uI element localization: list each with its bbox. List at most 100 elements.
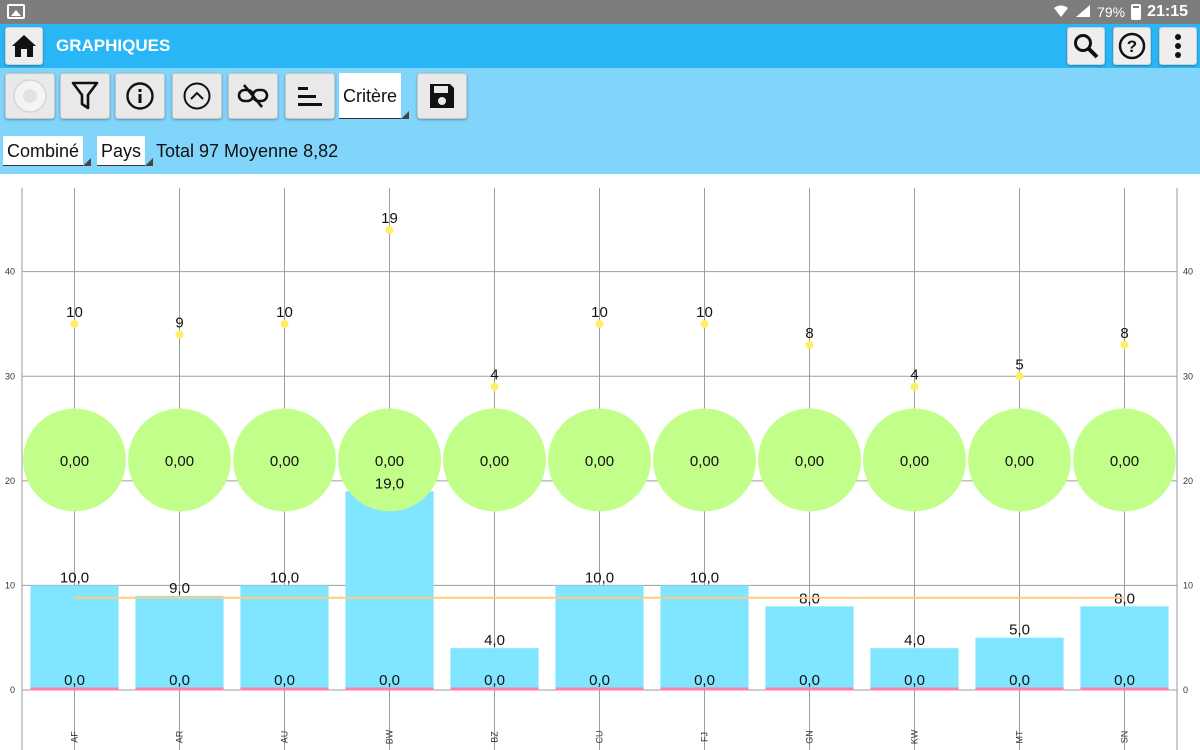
criteria-dropdown[interactable]: Critère bbox=[339, 73, 410, 119]
zero-value-label: 0,0 bbox=[274, 672, 295, 689]
bar bbox=[765, 606, 854, 690]
zero-value-label: 0,0 bbox=[904, 672, 925, 689]
chevron-up-icon bbox=[183, 82, 211, 110]
country-dropdown[interactable]: Pays bbox=[97, 136, 154, 166]
overflow-menu-button[interactable] bbox=[1159, 27, 1197, 65]
data-point-label: 10 bbox=[591, 304, 608, 321]
more-vertical-icon bbox=[1175, 34, 1181, 58]
y-tick-label-right: 40 bbox=[1183, 267, 1193, 277]
data-point-label: 4 bbox=[910, 367, 918, 384]
bubble-label: 0,00 bbox=[795, 453, 824, 470]
bubble bbox=[548, 408, 651, 512]
bubble-label: 0,00 bbox=[900, 453, 929, 470]
x-category-label: FJ bbox=[700, 732, 710, 742]
bar-value-label: 10,0 bbox=[270, 569, 299, 586]
country-dropdown-label: Pays bbox=[101, 141, 142, 161]
data-point-label: 10 bbox=[696, 304, 713, 321]
x-category-label: AF bbox=[70, 731, 80, 743]
bubble bbox=[233, 408, 336, 512]
bar-value-label: 8,0 bbox=[1114, 590, 1135, 607]
x-category-label: GN bbox=[805, 730, 815, 744]
collapse-button[interactable] bbox=[172, 73, 222, 119]
bubble-label: 0,00 bbox=[375, 453, 404, 470]
bar bbox=[660, 585, 749, 690]
bubble-label: 0,00 bbox=[690, 453, 719, 470]
zero-value-label: 0,0 bbox=[64, 672, 85, 689]
bar-value-label: 9,0 bbox=[169, 580, 190, 597]
bar bbox=[450, 648, 539, 690]
bar-value-label: 8,0 bbox=[799, 590, 820, 607]
y-tick-label-right: 20 bbox=[1183, 476, 1193, 486]
data-point-label: 19 bbox=[381, 210, 398, 227]
link-off-icon bbox=[237, 84, 269, 108]
y-tick-label-left: 40 bbox=[5, 267, 15, 277]
data-point-label: 9 bbox=[175, 314, 183, 331]
data-point-label: 8 bbox=[805, 325, 813, 342]
data-point-label: 5 bbox=[1015, 356, 1023, 373]
filter-button[interactable] bbox=[60, 73, 110, 119]
status-right: 79% 21:15 bbox=[1053, 3, 1188, 21]
bar-value-label: 4,0 bbox=[484, 632, 505, 649]
record-button[interactable] bbox=[5, 73, 55, 119]
chart-toolbar: Critère Combiné Pays Total 97 Moyenne 8,… bbox=[0, 68, 1200, 174]
x-category-label: MT bbox=[1015, 730, 1025, 743]
y-tick-label-left: 10 bbox=[5, 580, 15, 590]
data-point-label: 8 bbox=[1120, 325, 1128, 342]
info-button[interactable] bbox=[115, 73, 165, 119]
y-tick-label-right: 10 bbox=[1183, 580, 1193, 590]
combine-dropdown[interactable]: Combiné bbox=[3, 136, 92, 166]
bar bbox=[30, 585, 119, 690]
bubble-label: 0,00 bbox=[165, 453, 194, 470]
data-point bbox=[385, 225, 394, 234]
clock: 21:15 bbox=[1147, 3, 1188, 20]
bar bbox=[135, 595, 224, 690]
data-point bbox=[175, 330, 184, 339]
image-notification-icon bbox=[7, 4, 25, 19]
bar bbox=[345, 491, 434, 690]
y-tick-label-right: 30 bbox=[1183, 371, 1193, 381]
bubble bbox=[758, 408, 861, 512]
summary-text: Total 97 Moyenne 8,82 bbox=[156, 141, 339, 161]
x-category-label: AR bbox=[175, 730, 185, 743]
bubble bbox=[863, 408, 966, 512]
data-point bbox=[805, 340, 814, 349]
bubble-label: 0,00 bbox=[1110, 453, 1139, 470]
combine-dropdown-label: Combiné bbox=[7, 141, 80, 161]
wifi-icon bbox=[1053, 4, 1069, 21]
home-button[interactable] bbox=[5, 27, 43, 65]
bubble bbox=[1073, 408, 1176, 512]
bubble bbox=[23, 408, 126, 512]
battery-icon bbox=[1131, 4, 1142, 20]
app-bar: GRAPHIQUES ? bbox=[0, 24, 1200, 68]
x-category-label: SN bbox=[1120, 731, 1130, 744]
bubble bbox=[443, 408, 546, 512]
bar bbox=[975, 637, 1064, 690]
bubble-label: 0,00 bbox=[585, 453, 614, 470]
sort-icon bbox=[298, 87, 322, 106]
bar bbox=[870, 648, 959, 690]
y-tick-label-left: 30 bbox=[5, 371, 15, 381]
bar bbox=[1080, 606, 1169, 690]
data-point bbox=[910, 382, 919, 391]
bar-value-label: 10,0 bbox=[690, 569, 719, 586]
data-point-label: 4 bbox=[490, 367, 498, 384]
chart-area: 0 0 10 10 20 20 30 30 40 40 0,00 0,00 0,00 0,00 0,00 0,… bbox=[0, 174, 1200, 750]
bar-value-label: 4,0 bbox=[904, 632, 925, 649]
search-icon bbox=[1074, 34, 1099, 59]
data-point bbox=[1120, 340, 1129, 349]
zero-value-label: 0,0 bbox=[379, 672, 400, 689]
save-button[interactable] bbox=[417, 73, 467, 119]
x-category-label: BZ bbox=[490, 731, 500, 743]
help-button[interactable]: ? bbox=[1113, 27, 1151, 65]
data-point-label: 10 bbox=[276, 304, 293, 321]
bar bbox=[555, 585, 644, 690]
unlink-button[interactable] bbox=[228, 73, 278, 119]
x-category-label: AU bbox=[280, 731, 290, 744]
sort-button[interactable] bbox=[285, 73, 335, 119]
combined-chart: 0 0 10 10 20 20 30 30 40 40 0,00 0,00 0,00 0,00 0,00 0,… bbox=[5, 188, 1193, 750]
bubble bbox=[653, 408, 756, 512]
search-button[interactable] bbox=[1067, 27, 1105, 65]
data-point bbox=[490, 382, 499, 391]
save-icon bbox=[430, 84, 454, 108]
signal-icon bbox=[1075, 4, 1091, 21]
